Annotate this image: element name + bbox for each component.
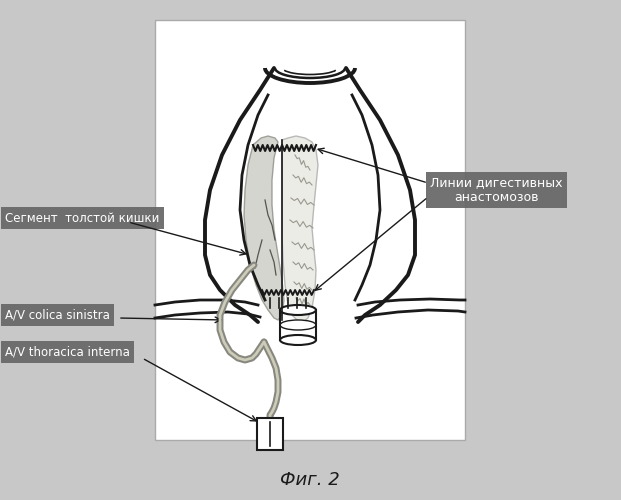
Ellipse shape: [280, 335, 316, 345]
Bar: [257, 418, 283, 450]
Text: Сегмент  толстой кишки: Сегмент толстой кишки: [5, 212, 160, 224]
Text: A/V thoracica interna: A/V thoracica interna: [5, 346, 130, 358]
Polygon shape: [244, 136, 284, 320]
Ellipse shape: [280, 320, 316, 330]
Text: Фиг. 2: Фиг. 2: [280, 471, 340, 489]
Ellipse shape: [280, 305, 316, 315]
Text: A/V colica sinistra: A/V colica sinistra: [5, 308, 110, 322]
Text: Линии дигестивных
анастомозов: Линии дигестивных анастомозов: [430, 176, 563, 204]
Bar: [155, 20, 465, 440]
Polygon shape: [282, 136, 318, 322]
